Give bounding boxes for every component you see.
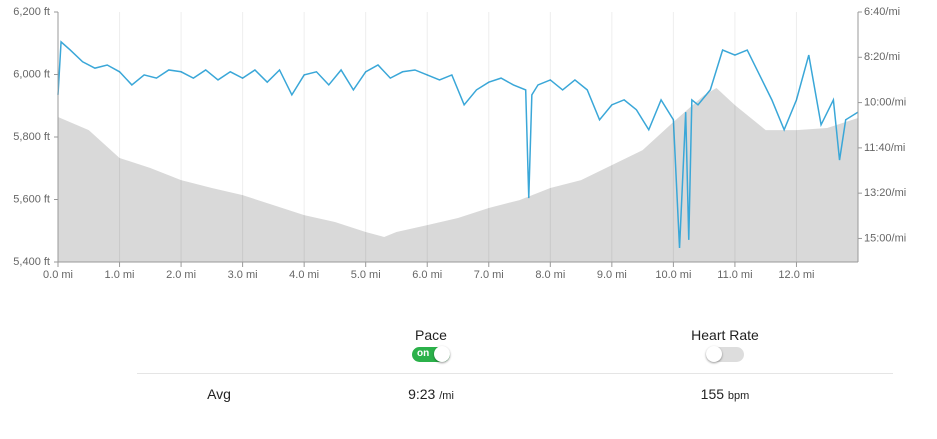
y2-tick-label: 15:00/mi — [864, 232, 906, 244]
column-title: Heart Rate — [691, 327, 759, 343]
x-tick-label: 12.0 mi — [778, 269, 814, 281]
avg-value: 155 bpm — [701, 386, 750, 402]
chart: 0.0 mi 1.0 mi 2.0 mi 3.0 mi 4.0 mi 5.0 mi 6.0 … — [13, 6, 906, 281]
x-tick-label: 8.0 mi — [535, 269, 565, 281]
x-tick-label: 9.0 mi — [597, 269, 627, 281]
x-tick-label: 1.0 mi — [105, 269, 135, 281]
toggle[interactable] — [706, 346, 744, 362]
x-tick-label: 10.0 mi — [655, 269, 691, 281]
y-tick-label: 6,200 ft — [13, 6, 50, 18]
x-tick-label: 0.0 mi — [43, 269, 73, 281]
x-tick-label: 6.0 mi — [412, 269, 442, 281]
x-tick-label: 5.0 mi — [351, 269, 381, 281]
toggle-knob — [434, 346, 450, 362]
toggle-knob — [706, 346, 722, 362]
avg-unit: /mi — [439, 390, 454, 402]
x-tick-label: 7.0 mi — [474, 269, 504, 281]
y2-tick-label: 13:20/mi — [864, 187, 906, 199]
y2-tick-label: 6:40/mi — [864, 6, 900, 18]
column-title: Pace — [415, 327, 447, 343]
y-tick-label: 5,800 ft — [13, 131, 50, 143]
toggle[interactable]: on — [412, 346, 450, 362]
pace-line — [57, 40, 859, 248]
x-tick-label: 11.0 mi — [717, 269, 752, 281]
x-tick-label: 4.0 mi — [289, 269, 319, 281]
x-tick-label: 3.0 mi — [228, 269, 258, 281]
toggle-label: on — [417, 348, 430, 359]
x-tick-label: 2.0 mi — [166, 269, 196, 281]
y-tick-label: 6,000 ft — [13, 68, 50, 80]
y-tick-label: 5,400 ft — [13, 256, 50, 268]
y2-tick-label: 10:00/mi — [864, 96, 906, 108]
y2-tick-label: 8:20/mi — [864, 51, 900, 63]
y2-tick-label: 11:40/mi — [864, 142, 905, 154]
avg-unit: bpm — [727, 390, 750, 402]
avg-number: 9:23 — [408, 386, 436, 402]
avg-value: 9:23 /mi — [408, 386, 454, 402]
elevation-area — [58, 87, 858, 262]
separator — [137, 373, 893, 374]
row-label: Avg — [207, 386, 231, 402]
avg-number: 155 — [700, 386, 725, 402]
y-tick-label: 5,600 ft — [13, 193, 50, 205]
